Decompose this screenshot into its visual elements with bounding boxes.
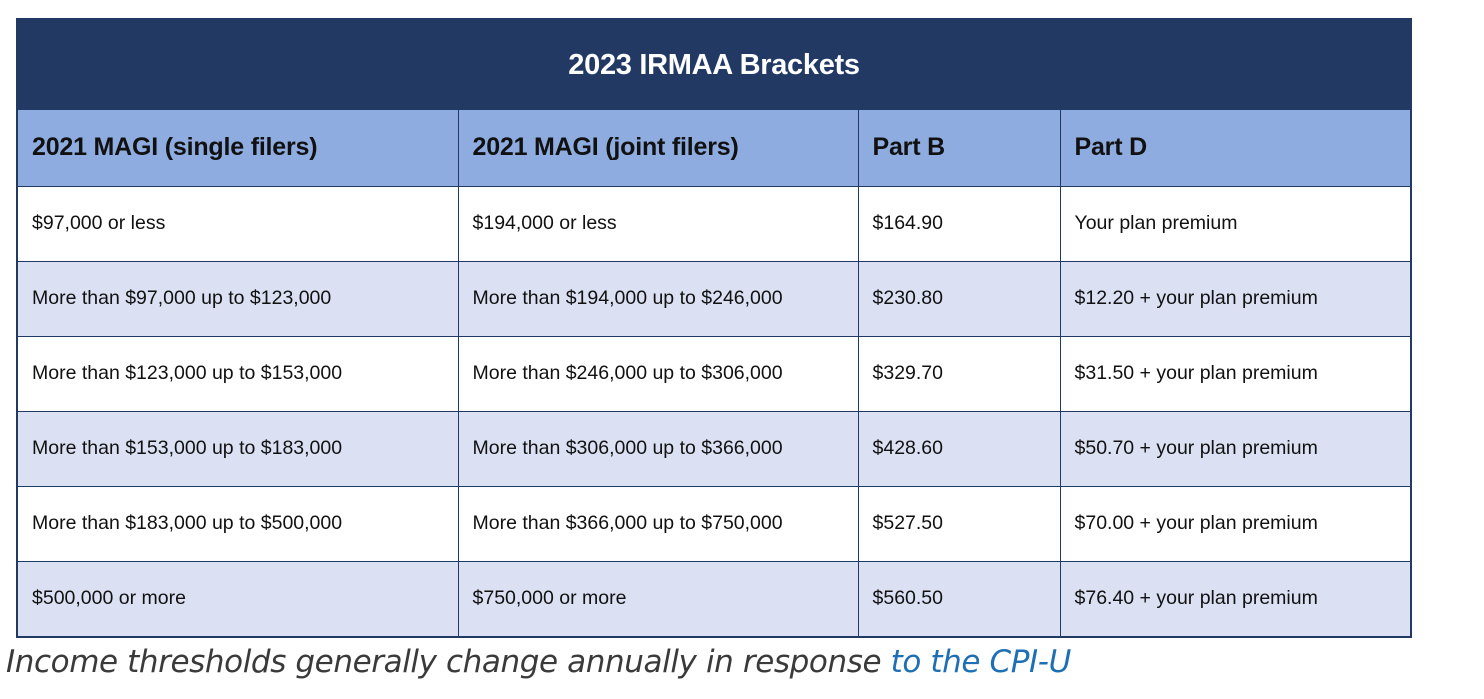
cell-part-b: $428.60 bbox=[858, 411, 1061, 487]
cell-single-filers: More than $153,000 up to $183,000 bbox=[18, 411, 459, 487]
cell-single-filers: $97,000 or less bbox=[18, 186, 459, 262]
cell-joint-filers: More than $194,000 up to $246,000 bbox=[458, 261, 859, 337]
irmaa-brackets-table: 2021 MAGI (single filers) 2021 MAGI (joi… bbox=[18, 110, 1410, 636]
cpi-u-link[interactable]: to the CPI-U bbox=[890, 644, 1072, 680]
cell-part-b: $527.50 bbox=[858, 486, 1061, 562]
cell-single-filers: More than $183,000 up to $500,000 bbox=[18, 486, 459, 562]
cell-part-d: $76.40 + your plan premium bbox=[1060, 561, 1410, 636]
header-joint-filers: 2021 MAGI (joint filers) bbox=[458, 110, 859, 187]
caption-text: Income thresholds generally change annua… bbox=[6, 644, 891, 680]
cell-part-d: $50.70 + your plan premium bbox=[1060, 411, 1410, 487]
table-row: More than $97,000 up to $123,000 More th… bbox=[18, 261, 1410, 337]
table-row: More than $183,000 up to $500,000 More t… bbox=[18, 486, 1410, 562]
cell-part-d: $31.50 + your plan premium bbox=[1060, 336, 1410, 412]
cell-single-filers: More than $123,000 up to $153,000 bbox=[18, 336, 459, 412]
cell-part-d: $70.00 + your plan premium bbox=[1060, 486, 1410, 562]
cell-part-b: $164.90 bbox=[858, 186, 1061, 262]
cell-joint-filers: More than $366,000 up to $750,000 bbox=[458, 486, 859, 562]
cell-part-d: Your plan premium bbox=[1060, 186, 1410, 262]
header-single-filers: 2021 MAGI (single filers) bbox=[18, 110, 459, 187]
table-row: $97,000 or less $194,000 or less $164.90… bbox=[18, 186, 1410, 262]
cell-part-b: $560.50 bbox=[858, 561, 1061, 636]
cell-joint-filers: More than $306,000 up to $366,000 bbox=[458, 411, 859, 487]
header-part-b: Part B bbox=[858, 110, 1061, 187]
cell-part-d: $12.20 + your plan premium bbox=[1060, 261, 1410, 337]
cell-part-b: $230.80 bbox=[858, 261, 1061, 337]
cell-single-filers: More than $97,000 up to $123,000 bbox=[18, 261, 459, 337]
cell-joint-filers: More than $246,000 up to $306,000 bbox=[458, 336, 859, 412]
table-title: 2023 IRMAA Brackets bbox=[18, 20, 1410, 110]
table-row: More than $153,000 up to $183,000 More t… bbox=[18, 411, 1410, 487]
header-part-d: Part D bbox=[1060, 110, 1410, 187]
cell-single-filers: $500,000 or more bbox=[18, 561, 459, 636]
cell-part-b: $329.70 bbox=[858, 336, 1061, 412]
irmaa-table-container: 2023 IRMAA Brackets 2021 MAGI (single fi… bbox=[16, 18, 1412, 638]
header-row: 2021 MAGI (single filers) 2021 MAGI (joi… bbox=[18, 110, 1410, 187]
table-row: More than $123,000 up to $153,000 More t… bbox=[18, 336, 1410, 412]
table-row: $500,000 or more $750,000 or more $560.5… bbox=[18, 561, 1410, 636]
cell-joint-filers: $194,000 or less bbox=[458, 186, 859, 262]
cell-joint-filers: $750,000 or more bbox=[458, 561, 859, 636]
table-caption: Income thresholds generally change annua… bbox=[6, 644, 1071, 680]
